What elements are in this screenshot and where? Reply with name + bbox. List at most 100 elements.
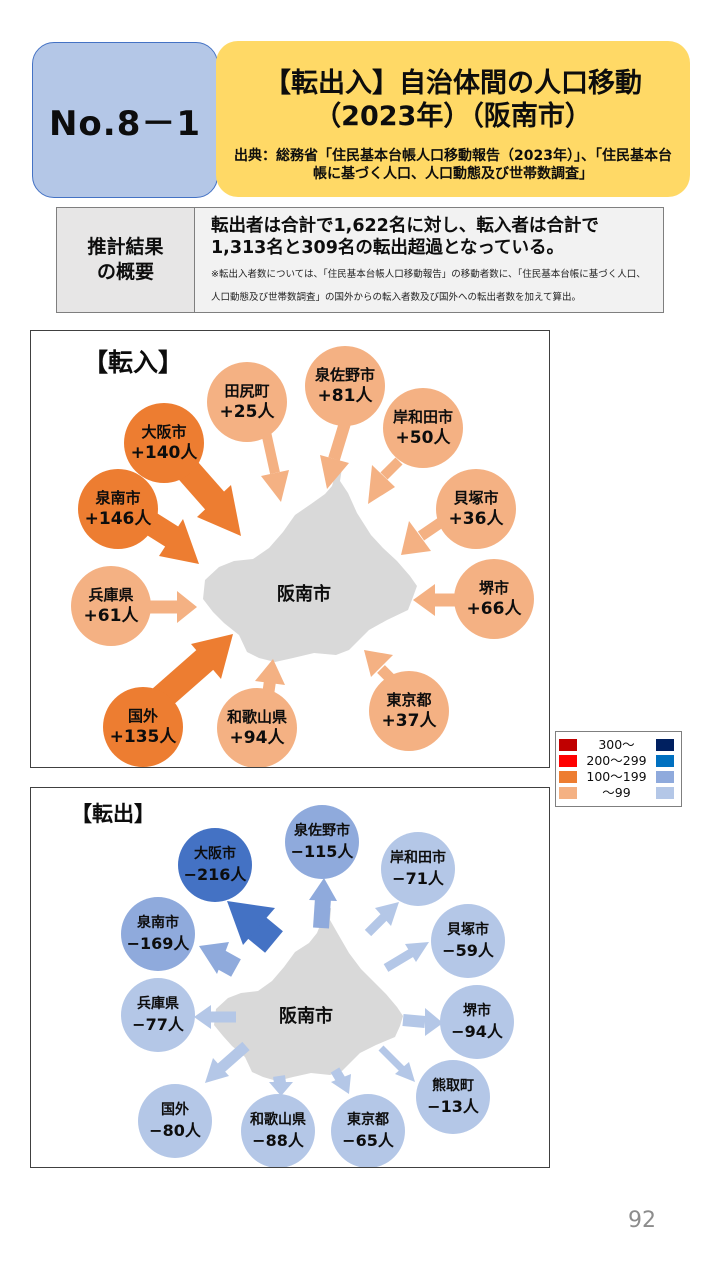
bubble-out-kumatori-name: 熊取町 bbox=[432, 1078, 474, 1094]
summary-heading: 推計結果 の概要 bbox=[57, 208, 195, 312]
bubble-out-kaizuka-name: 貝塚市 bbox=[447, 922, 489, 938]
slide-number: No.8－1 bbox=[48, 103, 202, 144]
bubble-out-sakai-name: 堺市 bbox=[463, 1003, 491, 1019]
legend-swatch-in-99 bbox=[559, 787, 577, 799]
bubble-in-tokyo-value: +37人 bbox=[381, 711, 437, 731]
bubble-out-sennan-name: 泉南市 bbox=[137, 915, 179, 931]
arrow-out-kokugai bbox=[205, 1041, 250, 1083]
bubble-out-kishiwada-value: −71人 bbox=[392, 869, 444, 888]
bubble-out-wakayama-value: −88人 bbox=[252, 1131, 304, 1150]
bubble-out-sennan-value: −169人 bbox=[126, 934, 190, 953]
legend-label-99: ～99 bbox=[602, 785, 631, 800]
arrow-out-sennan bbox=[199, 942, 241, 977]
bubble-in-sakai: 堺市 +66人 bbox=[454, 559, 534, 639]
bubble-in-wakayama-name: 和歌山県 bbox=[226, 708, 287, 726]
legend-row-100: 100～199 bbox=[559, 769, 678, 785]
bubble-in-wakayama: 和歌山県 +94人 bbox=[217, 688, 297, 767]
bubble-out-wakayama-name: 和歌山県 bbox=[250, 1112, 306, 1128]
legend-row-300: 300～ bbox=[559, 737, 678, 753]
legend-swatch-out-100 bbox=[656, 771, 674, 783]
bubble-in-kishiwada-value: +50人 bbox=[395, 428, 451, 448]
bubble-in-osaka-name: 大阪市 bbox=[141, 423, 187, 441]
bubble-in-sennan-value: +146人 bbox=[84, 509, 152, 529]
bubble-in-izumisano: 泉佐野市 +81人 bbox=[305, 346, 385, 426]
bubble-out-hyogo-name: 兵庫県 bbox=[137, 996, 179, 1012]
legend-row-99: ～99 bbox=[559, 785, 678, 801]
bubble-in-osaka: 大阪市 +140人 bbox=[124, 403, 204, 483]
bubble-in-tokyo-name: 東京都 bbox=[386, 691, 432, 709]
summary-note: ※転出入者数については、「住民基本台帳人口移動報告」の移動者数に、「住民基本台帳… bbox=[211, 269, 646, 303]
bubble-in-tokyo: 東京都 +37人 bbox=[369, 671, 449, 751]
bubble-out-kumatori-value: −13人 bbox=[427, 1097, 479, 1116]
title-line-2: （2023年）（阪南市） bbox=[314, 101, 592, 132]
inflow-diagram bbox=[124, 421, 463, 726]
bubble-in-tajiri-name: 田尻町 bbox=[224, 382, 270, 400]
arrow-in-kaizuka bbox=[401, 516, 447, 555]
bubble-out-hyogo: 兵庫県 −77人 bbox=[121, 978, 195, 1052]
arrow-out-tokyo bbox=[330, 1067, 351, 1094]
legend-swatch-in-300 bbox=[559, 739, 577, 751]
bubble-in-tajiri-value: +25人 bbox=[219, 402, 275, 422]
arrow-in-izumisano bbox=[320, 421, 351, 489]
bubble-in-kaizuka-name: 貝塚市 bbox=[453, 489, 499, 507]
bubble-out-izumisano: 泉佐野市 −115人 bbox=[285, 805, 359, 879]
arrow-out-sakai bbox=[402, 1008, 443, 1036]
hannan-map-shape-outflow bbox=[214, 908, 403, 1081]
bubble-in-hyogo-value: +61人 bbox=[83, 606, 139, 626]
bubble-out-osaka-name: 大阪市 bbox=[194, 846, 236, 862]
arrow-out-kumatori bbox=[378, 1045, 415, 1082]
bubble-in-tajiri: 田尻町 +25人 bbox=[207, 362, 287, 442]
arrow-out-kaizuka bbox=[383, 942, 429, 972]
bubble-in-hyogo-name: 兵庫県 bbox=[88, 586, 134, 604]
bubble-out-kaizuka: 貝塚市 −59人 bbox=[431, 904, 505, 978]
bubble-in-kishiwada-name: 岸和田市 bbox=[392, 408, 453, 426]
bubble-in-sakai-value: +66人 bbox=[466, 599, 522, 619]
bubble-out-izumisano-name: 泉佐野市 bbox=[294, 823, 350, 839]
bubble-out-kishiwada: 岸和田市 −71人 bbox=[381, 832, 455, 906]
summary-table: 推計結果 の概要 転出者は合計で1,622名に対し、転入者は合計で 1,313名… bbox=[56, 207, 664, 313]
inflow-panel: 【転入】 阪南市 田尻町 +25人 泉佐野市 +81人 岸和田市 +50人 大阪… bbox=[30, 330, 550, 768]
bubble-in-kokugai: 国外 +135人 bbox=[103, 687, 183, 767]
arrow-in-kishiwada bbox=[368, 457, 403, 504]
legend-swatch-out-300 bbox=[656, 739, 674, 751]
bubble-out-kaizuka-value: −59人 bbox=[442, 941, 494, 960]
inflow-center-label: 阪南市 bbox=[277, 584, 331, 605]
bubble-in-kaizuka: 貝塚市 +36人 bbox=[436, 469, 516, 549]
bubble-in-sennan-name: 泉南市 bbox=[95, 489, 141, 507]
bubble-in-kishiwada: 岸和田市 +50人 bbox=[383, 388, 463, 468]
bubble-in-izumisano-name: 泉佐野市 bbox=[314, 366, 375, 384]
summary-heading-line-2: の概要 bbox=[96, 261, 154, 283]
title-box: 【転出入】自治体間の人口移動 （2023年）（阪南市） 出典：総務省「住民基本台… bbox=[216, 41, 690, 197]
bubble-in-osaka-value: +140人 bbox=[130, 443, 198, 463]
legend-swatch-in-200 bbox=[559, 755, 577, 767]
outflow-diagram bbox=[194, 878, 443, 1096]
bubble-out-hyogo-value: −77人 bbox=[132, 1015, 184, 1034]
bubble-out-kokugai: 国外 −80人 bbox=[138, 1084, 212, 1158]
outflow-arrows bbox=[194, 878, 443, 1096]
bubble-in-kokugai-name: 国外 bbox=[127, 707, 158, 725]
arrow-out-wakayama bbox=[269, 1075, 293, 1096]
summary-body: 転出者は合計で1,622名に対し、転入者は合計で 1,313名と309名の転出超… bbox=[195, 208, 663, 312]
bubble-in-kaizuka-value: +36人 bbox=[448, 509, 504, 529]
bubble-in-izumisano-value: +81人 bbox=[317, 386, 373, 406]
legend-swatch-out-200 bbox=[656, 755, 674, 767]
summary-main-line-1: 転出者は合計で1,622名に対し、転入者は合計で bbox=[211, 216, 599, 236]
inflow-title: 【転入】 bbox=[83, 348, 184, 377]
bubble-out-kumatori: 熊取町 −13人 bbox=[416, 1060, 490, 1134]
bubble-out-tokyo-name: 東京都 bbox=[347, 1112, 389, 1128]
color-legend: 300～ 200～299 100～199 ～99 bbox=[555, 731, 682, 807]
legend-swatch-out-99 bbox=[656, 787, 674, 799]
hannan-map-shape-inflow bbox=[203, 468, 417, 662]
bubble-in-wakayama-value: +94人 bbox=[229, 728, 285, 748]
legend-swatch-in-100 bbox=[559, 771, 577, 783]
page-number: 92 bbox=[628, 1208, 656, 1233]
bubble-out-izumisano-value: −115人 bbox=[290, 842, 354, 861]
bubble-in-sennan: 泉南市 +146人 bbox=[78, 469, 158, 549]
arrow-out-osaka bbox=[227, 901, 283, 953]
arrow-out-izumisano bbox=[309, 878, 337, 929]
legend-label-100: 100～199 bbox=[586, 769, 647, 784]
legend-label-200: 200～299 bbox=[586, 753, 647, 768]
legend-row-200: 200～299 bbox=[559, 753, 678, 769]
bubble-in-hyogo: 兵庫県 +61人 bbox=[71, 566, 151, 646]
bubble-out-osaka-value: −216人 bbox=[183, 865, 247, 884]
